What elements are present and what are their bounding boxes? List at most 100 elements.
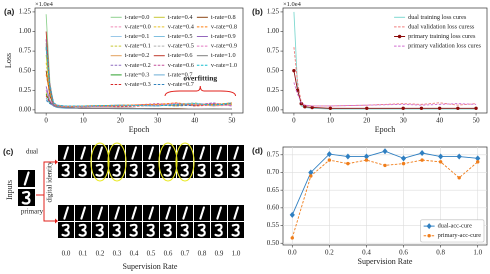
digit-stroke	[180, 163, 189, 177]
highlight	[90, 142, 110, 182]
marker	[401, 161, 406, 166]
panel-c: (c) Inputs dual primary digital identity…	[3, 142, 244, 271]
series-line	[293, 82, 477, 107]
marker	[309, 174, 313, 178]
y-tick-label: 0.75	[267, 150, 280, 158]
identity-label: digital identity	[46, 161, 54, 203]
legend-label: v-rate=0.2	[125, 62, 151, 69]
x-tick-label: 20	[117, 117, 125, 125]
x-tick-label: 50	[473, 117, 481, 125]
x-tick-label: 0.6	[399, 249, 408, 257]
legend-label: dual-acc-cure	[438, 223, 472, 230]
x-tick-label: 40	[436, 117, 444, 125]
row-label: primary	[21, 208, 44, 216]
digit-stroke	[131, 146, 137, 160]
digit-stroke	[114, 206, 120, 220]
digit-stroke	[78, 163, 87, 177]
y-axis-label: Loss	[4, 53, 13, 68]
legend-label: t-rate=0.6	[168, 52, 193, 59]
y-tick-label: 0.70	[267, 168, 280, 176]
inputs-label: Inputs	[5, 180, 14, 200]
digit-stroke	[197, 223, 206, 237]
digit-stroke	[231, 223, 240, 237]
digit-stroke	[180, 223, 189, 237]
digit-stroke	[23, 171, 30, 186]
x-tick-label: 30	[400, 117, 408, 125]
digit-stroke	[216, 146, 222, 160]
digit-stroke	[146, 163, 155, 177]
digit-stroke	[131, 206, 137, 220]
legend-marker	[426, 223, 432, 230]
marker	[475, 155, 481, 162]
panel-label: (a)	[4, 6, 15, 16]
marker	[474, 106, 478, 110]
x-tick-label: 10	[80, 117, 88, 125]
legend-label: v-rate=0.9	[211, 43, 237, 50]
marker	[290, 236, 294, 240]
digit-stroke	[129, 163, 138, 177]
digit-stroke	[233, 206, 239, 220]
marker	[363, 153, 370, 160]
y-scale-label: ×1.0e4	[35, 1, 54, 8]
digit-stroke	[129, 223, 138, 237]
digit-stroke	[199, 146, 205, 160]
legend-label: t-rate=0.7	[168, 71, 193, 78]
panel-label: (b)	[252, 6, 263, 16]
x-tick-label: 30	[154, 117, 162, 125]
digit-stroke	[63, 146, 69, 160]
marker	[438, 160, 443, 164]
digit-stroke	[182, 206, 188, 220]
x-tick-label: 0.8	[436, 249, 445, 257]
digit-stroke	[80, 206, 86, 220]
y-tick-label: 0.00	[19, 105, 32, 113]
digit-stroke	[146, 223, 155, 237]
legend-label: primary validation loss cures	[408, 43, 481, 50]
digit-stroke	[63, 206, 69, 220]
panel-label: (c)	[3, 146, 14, 156]
y-tick-label: 0.60	[267, 203, 280, 211]
marker	[289, 211, 295, 218]
brace	[164, 85, 237, 97]
x-tick-label: 0.9	[215, 250, 224, 258]
marker	[419, 150, 425, 157]
arrowhead	[55, 159, 58, 224]
digit-stroke	[148, 146, 154, 160]
y-scale-label: ×1.0e4	[283, 1, 302, 8]
legend-label: t-rate=0.0	[125, 14, 150, 21]
digit-stroke	[97, 206, 103, 220]
x-tick-label: 0.4	[130, 250, 139, 258]
x-tick-label: 1.0	[473, 249, 482, 257]
marker	[327, 158, 332, 162]
y-tick-label: 0.50	[267, 239, 280, 247]
marker	[310, 105, 314, 110]
row-label: dual	[26, 148, 38, 156]
legend-label: t-rate=0.2	[125, 52, 150, 59]
chart: 0.00 0.25 0.50 0.75 1.00 1.25 0 10 20 30 40 50 Epoch…	[4, 1, 244, 134]
panel-label: (d)	[252, 145, 263, 155]
marker	[457, 176, 461, 180]
marker	[303, 105, 307, 109]
legend-label: v-rate=0.4	[168, 23, 195, 30]
marker	[346, 161, 350, 166]
y-tick-label: 0.25	[19, 86, 32, 94]
digit-stroke	[97, 146, 103, 160]
x-axis-label: Epoch	[129, 125, 149, 134]
x-tick-label: 0.7	[181, 250, 190, 258]
marker	[383, 163, 387, 168]
x-tick-label: 0	[44, 117, 48, 125]
y-tick-label: 0.50	[267, 66, 280, 74]
digit-stroke	[78, 223, 87, 237]
plot-area	[34, 7, 244, 114]
legend-marker	[397, 34, 402, 39]
legend-label: v-rate=0.6	[168, 62, 194, 69]
x-tick-label: 0.1	[79, 250, 88, 258]
y-tick-label: 0.55	[267, 221, 280, 229]
legend-label: v-rate=0.8	[211, 23, 237, 30]
digit-stroke	[182, 146, 188, 160]
x-tick-label: 0.8	[198, 250, 207, 258]
x-tick-label: 0.2	[96, 250, 105, 258]
legend-label: t-rate=0.3	[125, 71, 150, 78]
x-tick-label: 0.0	[288, 249, 297, 257]
x-tick-label: 0.0	[62, 250, 71, 258]
